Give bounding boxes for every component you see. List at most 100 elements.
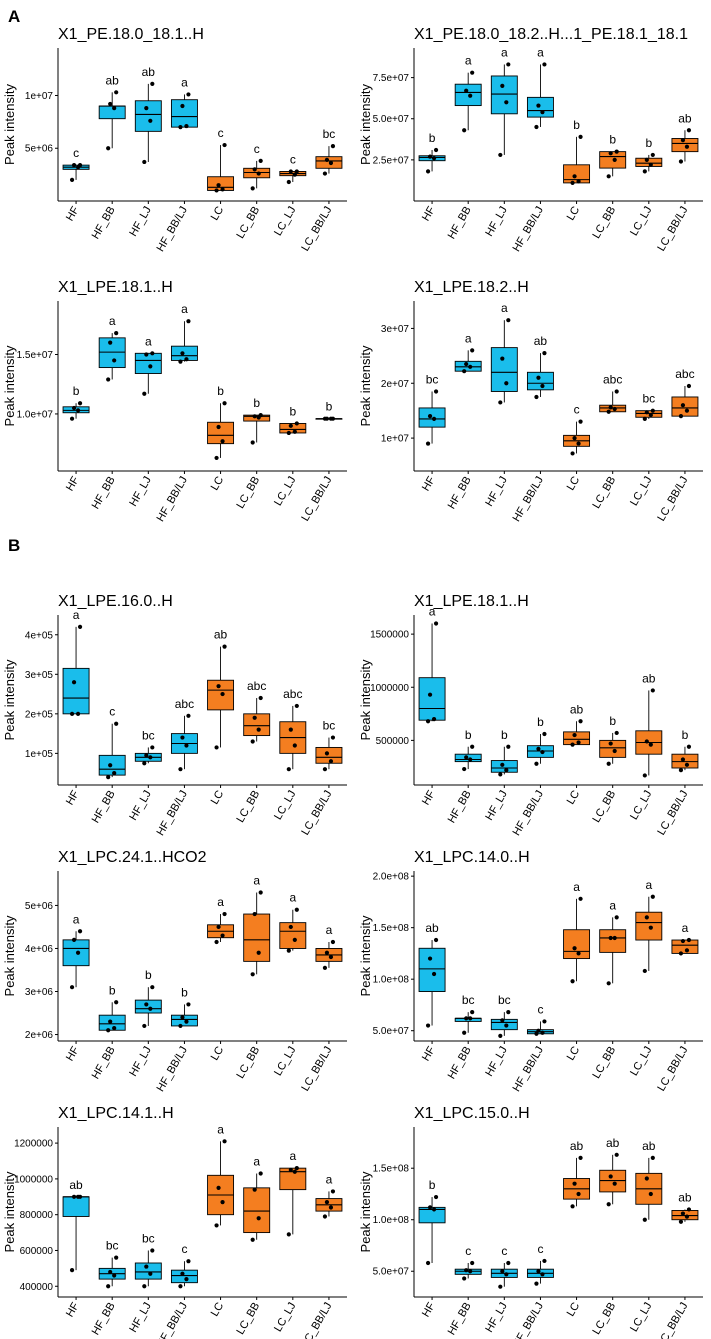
- y-tick-label: 1.5e+08: [373, 1164, 410, 1175]
- y-tick-label: 3e+07: [381, 324, 410, 335]
- data-point: [464, 755, 469, 760]
- box-lc-lj: [279, 422, 307, 434]
- significance-letter: ab: [570, 702, 584, 716]
- y-tick-label: 7.5e+07: [373, 73, 410, 84]
- data-point: [112, 358, 117, 363]
- significance-letter: c: [465, 1244, 471, 1258]
- data-point: [322, 767, 328, 772]
- data-point: [498, 1033, 503, 1038]
- data-point: [540, 110, 545, 115]
- data-point: [214, 188, 219, 193]
- x-tick-label: HF_LJ: [483, 1045, 510, 1079]
- x-tick-label: LC: [565, 788, 582, 806]
- data-point: [106, 774, 111, 780]
- y-tick-label: 1.0e+08: [373, 975, 410, 986]
- significance-letter: c: [254, 142, 260, 156]
- chart-title: X1_LPC.24.1..HCO2: [58, 849, 207, 866]
- data-point: [214, 455, 219, 461]
- data-point: [500, 83, 505, 88]
- data-point: [180, 1015, 185, 1020]
- y-tick-label: 2e+05: [25, 709, 54, 720]
- data-point: [606, 981, 611, 986]
- x-tick-label: HF_BB/LJ: [155, 789, 190, 838]
- data-point: [612, 1181, 617, 1186]
- data-point: [570, 451, 575, 456]
- data-point: [433, 147, 439, 153]
- data-point: [150, 1248, 155, 1253]
- significance-letter: a: [253, 1155, 260, 1169]
- data-point: [180, 103, 185, 109]
- box-lc: [563, 929, 591, 960]
- data-point: [216, 684, 221, 689]
- x-tick-label: HF_LJ: [127, 1045, 154, 1079]
- x-tick-label: LC_BB/LJ: [655, 789, 690, 838]
- x-tick-label: LC: [209, 1300, 226, 1318]
- significance-letter: b: [326, 400, 333, 414]
- chart-8: X1_LPC.14.0..H Peak intensity 5.0e+07 1.0e+…: [358, 849, 703, 1094]
- significance-letter: a: [326, 923, 333, 937]
- significance-letter: bc: [142, 728, 155, 742]
- data-point: [648, 162, 653, 167]
- data-point: [330, 1189, 336, 1194]
- significance-letter: a: [465, 331, 472, 345]
- data-point: [506, 1260, 511, 1266]
- data-point: [678, 159, 684, 164]
- data-point: [292, 429, 297, 434]
- data-point: [114, 90, 119, 95]
- data-point: [684, 144, 690, 149]
- data-point: [250, 1237, 255, 1242]
- x-tick-label: LC: [565, 1300, 582, 1318]
- data-point: [462, 1030, 467, 1035]
- significance-letter: a: [326, 1172, 333, 1186]
- y-axis-label: Peak intensity: [2, 84, 17, 165]
- data-point: [112, 771, 117, 776]
- x-tick-label: LC: [209, 788, 226, 806]
- data-point: [288, 924, 293, 930]
- data-point: [258, 695, 263, 701]
- data-point: [142, 391, 147, 396]
- box-lc-bb-lj: [671, 138, 699, 153]
- x-tick-label: HF_BB/LJ: [511, 1301, 546, 1339]
- significance-letter: b: [501, 728, 508, 742]
- significance-letter: b: [109, 983, 116, 997]
- data-point: [576, 951, 581, 956]
- data-point: [686, 383, 692, 389]
- data-point: [180, 1271, 185, 1276]
- data-point: [642, 968, 647, 974]
- x-tick-label: HF: [64, 474, 82, 493]
- chart-title: X1_LPC.14.0..H: [414, 849, 530, 866]
- significance-letter: a: [73, 912, 80, 926]
- data-point: [462, 128, 467, 133]
- data-point: [148, 1006, 153, 1011]
- data-point: [286, 179, 291, 185]
- data-point: [71, 680, 77, 685]
- box-hf-bb-lj: [526, 371, 554, 391]
- data-point: [540, 749, 545, 755]
- data-point: [256, 1216, 261, 1221]
- data-point: [536, 103, 541, 108]
- box-hf-lj: [490, 75, 518, 115]
- data-point: [540, 1272, 545, 1277]
- data-point: [252, 414, 257, 419]
- data-point: [425, 1260, 431, 1266]
- data-point: [142, 159, 147, 165]
- data-point: [470, 348, 475, 353]
- data-point: [144, 352, 149, 357]
- data-point: [71, 163, 77, 168]
- data-point: [576, 441, 581, 446]
- data-point: [534, 1031, 539, 1036]
- x-tick-label: LC_LJ: [628, 789, 654, 823]
- x-tick-label: HF_LJ: [127, 475, 154, 509]
- y-tick-label: 400000: [20, 1282, 54, 1293]
- data-point: [650, 408, 655, 413]
- x-tick-label: HF: [64, 1044, 82, 1063]
- y-tick-label: 4e+05: [25, 630, 54, 641]
- data-point: [108, 1269, 113, 1275]
- data-point: [294, 1166, 299, 1171]
- y-tick-label: 1000000: [370, 683, 409, 694]
- data-point: [644, 915, 649, 920]
- data-point: [576, 1191, 581, 1197]
- data-point: [220, 439, 225, 444]
- data-point: [572, 946, 577, 951]
- data-point: [462, 766, 467, 772]
